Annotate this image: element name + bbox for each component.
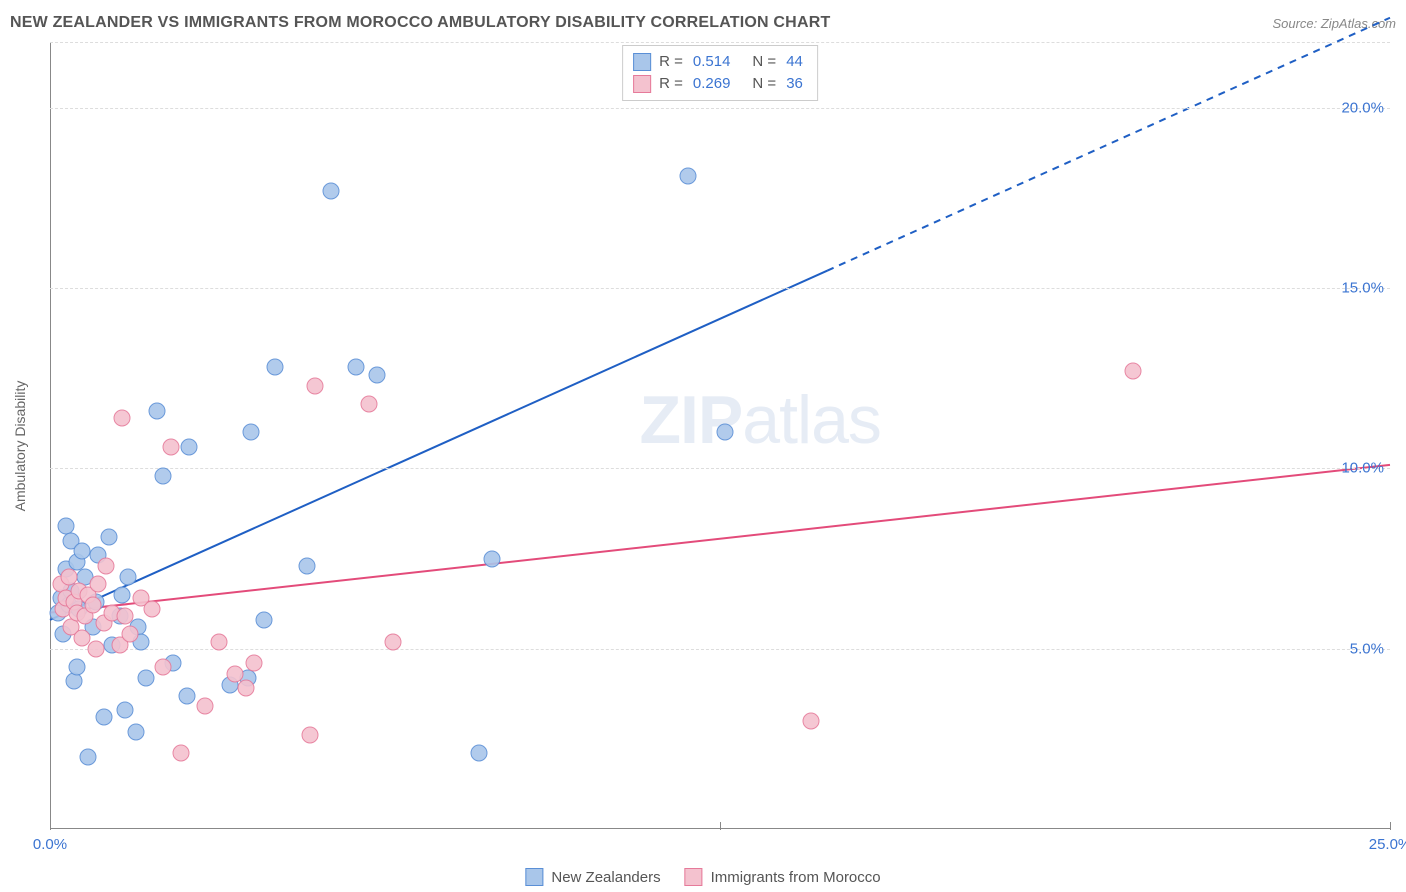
data-point xyxy=(301,727,318,744)
data-point xyxy=(197,698,214,715)
y-axis xyxy=(50,43,51,829)
data-point xyxy=(299,557,316,574)
x-tick-mark xyxy=(50,822,51,830)
data-point xyxy=(149,402,166,419)
series-legend: New Zealanders Immigrants from Morocco xyxy=(525,868,880,886)
stat-r-label: R = xyxy=(659,73,683,95)
data-point xyxy=(68,658,85,675)
data-point xyxy=(181,438,198,455)
series-swatch xyxy=(633,53,651,71)
data-point xyxy=(117,608,134,625)
watermark: ZIPatlas xyxy=(639,381,880,459)
gridline xyxy=(50,468,1390,469)
stat-r-value: 0.269 xyxy=(693,73,731,95)
data-point xyxy=(87,640,104,657)
gridline xyxy=(50,288,1390,289)
stat-r-label: R = xyxy=(659,51,683,73)
data-point xyxy=(245,655,262,672)
stats-row: R = 0.514 N = 44 xyxy=(633,51,803,73)
data-point xyxy=(74,543,91,560)
data-point xyxy=(79,748,96,765)
data-point xyxy=(114,409,131,426)
stat-r-value: 0.514 xyxy=(693,51,731,73)
data-point xyxy=(385,633,402,650)
data-point xyxy=(307,377,324,394)
data-point xyxy=(117,702,134,719)
gridline xyxy=(50,108,1390,109)
data-point xyxy=(210,633,227,650)
legend-label: New Zealanders xyxy=(551,869,660,886)
data-point xyxy=(119,568,136,585)
data-point xyxy=(162,438,179,455)
stat-n-value: 44 xyxy=(786,51,803,73)
x-tick-mark xyxy=(1390,822,1391,830)
data-point xyxy=(114,586,131,603)
data-point xyxy=(256,611,273,628)
data-point xyxy=(267,359,284,376)
data-point xyxy=(803,712,820,729)
stat-n-label: N = xyxy=(752,51,776,73)
chart-title: NEW ZEALANDER VS IMMIGRANTS FROM MOROCCO… xyxy=(10,14,830,32)
gridline xyxy=(50,649,1390,650)
stat-n-label: N = xyxy=(752,73,776,95)
data-point xyxy=(470,745,487,762)
data-point xyxy=(178,687,195,704)
legend-swatch xyxy=(525,868,543,886)
data-point xyxy=(679,168,696,185)
data-point xyxy=(154,467,171,484)
x-tick-label: 25.0% xyxy=(1369,836,1406,853)
y-tick-label: 15.0% xyxy=(1341,280,1384,297)
data-point xyxy=(66,673,83,690)
data-point xyxy=(90,575,107,592)
x-tick-mark xyxy=(720,822,721,830)
data-point xyxy=(1124,363,1141,380)
data-point xyxy=(138,669,155,686)
stats-legend-box: R = 0.514 N = 44 R = 0.269 N = 36 xyxy=(622,45,818,101)
stats-row: R = 0.269 N = 36 xyxy=(633,73,803,95)
data-point xyxy=(154,658,171,675)
y-axis-label: Ambulatory Disability xyxy=(12,381,28,512)
y-tick-label: 5.0% xyxy=(1350,640,1384,657)
stat-n-value: 36 xyxy=(786,73,803,95)
y-tick-label: 10.0% xyxy=(1341,460,1384,477)
legend-label: Immigrants from Morocco xyxy=(711,869,881,886)
data-point xyxy=(347,359,364,376)
data-point xyxy=(173,745,190,762)
legend-item: Immigrants from Morocco xyxy=(685,868,881,886)
data-point xyxy=(100,528,117,545)
data-point xyxy=(122,626,139,643)
data-point xyxy=(360,395,377,412)
legend-swatch xyxy=(685,868,703,886)
data-point xyxy=(323,182,340,199)
legend-item: New Zealanders xyxy=(525,868,660,886)
data-point xyxy=(368,366,385,383)
chart-source: Source: ZipAtlas.com xyxy=(1272,16,1396,31)
scatter-plot: ZIPatlas R = 0.514 N = 44 R = 0.269 N = 36 5.0%… xyxy=(50,42,1390,829)
chart-header: NEW ZEALANDER VS IMMIGRANTS FROM MOROCCO… xyxy=(10,14,1396,32)
data-point xyxy=(98,557,115,574)
data-point xyxy=(95,709,112,726)
data-point xyxy=(243,424,260,441)
y-tick-label: 20.0% xyxy=(1341,99,1384,116)
data-point xyxy=(717,424,734,441)
series-swatch xyxy=(633,75,651,93)
data-point xyxy=(127,723,144,740)
data-point xyxy=(84,597,101,614)
x-tick-label: 0.0% xyxy=(33,836,67,853)
data-point xyxy=(237,680,254,697)
data-point xyxy=(143,601,160,618)
data-point xyxy=(484,550,501,567)
